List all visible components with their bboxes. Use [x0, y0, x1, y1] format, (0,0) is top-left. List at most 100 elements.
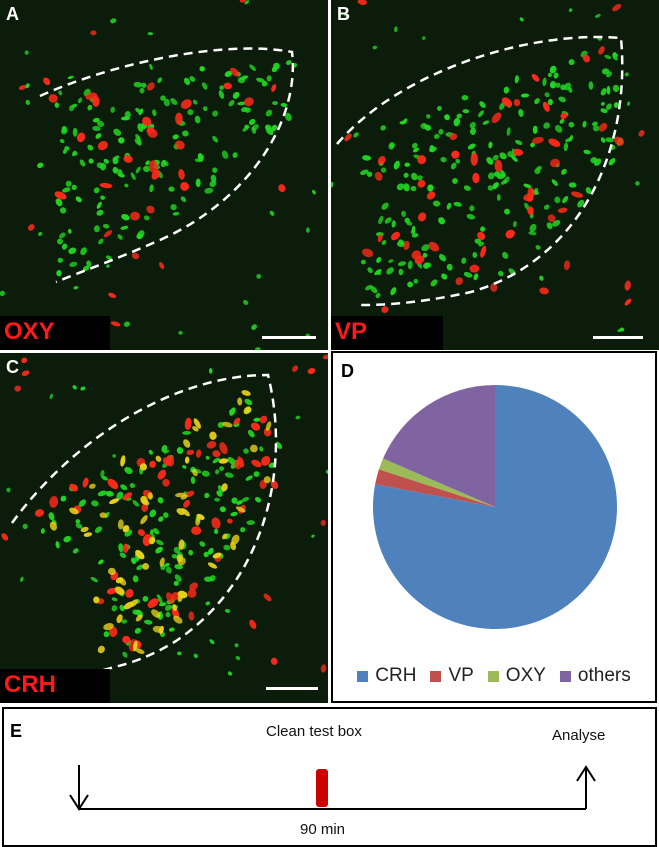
green-cell: [241, 496, 250, 502]
green-cell: [410, 230, 416, 235]
green-cell: [577, 199, 585, 208]
oxy-label-box: OXY: [0, 316, 110, 350]
legend-swatch: [357, 670, 369, 682]
green-cell: [528, 231, 537, 236]
green-cell: [229, 409, 234, 414]
oxy-label: OXY: [4, 318, 55, 345]
green-cell: [212, 135, 219, 143]
tissue-background: [0, 353, 328, 703]
yellow-cell: [83, 532, 93, 537]
red-cell: [130, 211, 140, 221]
panel-e-timeline: E Clean test box Analyse 90 min: [2, 707, 657, 847]
red-cell: [211, 517, 221, 529]
red-cell: [212, 450, 221, 458]
green-cell: [173, 546, 181, 554]
crh-stain-image: [0, 353, 328, 703]
pie-legend: CRH VP OXY others: [333, 665, 655, 687]
red-cell: [123, 155, 133, 163]
red-cell: [146, 127, 155, 134]
green-cell: [65, 180, 72, 187]
green-cell: [486, 157, 494, 165]
yellow-cell: [148, 536, 156, 545]
green-cell: [446, 202, 452, 210]
red-cell: [227, 518, 233, 524]
green-cell: [552, 219, 561, 227]
green-cell: [421, 244, 430, 252]
green-cell: [102, 223, 110, 229]
green-cell: [71, 103, 78, 109]
red-cell: [188, 611, 195, 621]
green-cell: [590, 157, 598, 164]
green-cell: [388, 259, 394, 263]
green-cell: [253, 417, 261, 422]
green-cell: [120, 484, 128, 491]
green-cell: [209, 639, 215, 645]
green-cell: [235, 655, 241, 661]
red-cell: [531, 73, 540, 82]
red-cell: [233, 417, 241, 425]
green-cell: [213, 528, 219, 535]
green-cell: [461, 257, 467, 264]
green-cell: [568, 121, 575, 128]
green-cell: [237, 101, 246, 106]
green-cell: [103, 158, 109, 164]
green-cell: [71, 150, 77, 157]
green-cell: [520, 93, 530, 98]
red-cell: [377, 234, 383, 243]
green-cell: [284, 112, 292, 122]
analyse-label: Analyse: [552, 727, 606, 744]
yellow-cell: [69, 507, 79, 515]
green-cell: [558, 96, 566, 103]
green-cell: [142, 596, 149, 602]
green-cell: [120, 225, 129, 230]
green-cell: [507, 151, 514, 158]
green-cell: [635, 181, 640, 186]
green-cell: [499, 152, 507, 160]
green-cell: [192, 99, 198, 105]
green-cell: [93, 187, 100, 194]
yellow-cell: [193, 418, 201, 429]
red-cell: [451, 150, 460, 159]
green-cell: [79, 159, 86, 167]
red-cell: [103, 230, 113, 238]
green-cell: [605, 137, 614, 143]
red-cell: [108, 292, 117, 299]
green-cell: [271, 66, 278, 73]
green-cell: [479, 101, 486, 108]
red-cell: [82, 477, 89, 488]
duration-label: 90 min: [300, 821, 346, 838]
scale-bar-c: [266, 687, 318, 690]
green-cell: [239, 75, 249, 81]
green-cell: [224, 608, 231, 613]
red-cell: [251, 459, 262, 468]
green-cell: [143, 619, 153, 625]
yellow-cell: [195, 517, 201, 526]
green-cell: [91, 500, 99, 507]
green-cell: [617, 328, 624, 333]
red-cell: [563, 260, 571, 271]
red-cell: [90, 30, 97, 36]
green-cell: [119, 604, 125, 612]
green-cell: [68, 247, 77, 255]
red-cell: [322, 354, 328, 360]
green-cell: [444, 114, 450, 121]
green-cell: [72, 548, 79, 554]
green-cell: [473, 273, 479, 281]
red-cell: [449, 133, 458, 141]
green-cell: [245, 475, 253, 481]
green-cell: [396, 183, 405, 191]
green-cell: [224, 70, 233, 77]
green-cell: [73, 286, 79, 290]
red-cell: [175, 112, 183, 125]
green-cell: [604, 54, 612, 60]
green-cell: [360, 169, 369, 176]
green-cell: [134, 627, 142, 634]
green-cell: [502, 251, 509, 259]
red-cell: [598, 122, 608, 132]
yellow-cell: [265, 421, 272, 431]
red-cell: [612, 3, 622, 12]
red-cell: [149, 460, 156, 468]
yellow-cell: [173, 615, 183, 624]
panel-d-letter: D: [341, 361, 354, 381]
green-cell: [143, 215, 150, 221]
